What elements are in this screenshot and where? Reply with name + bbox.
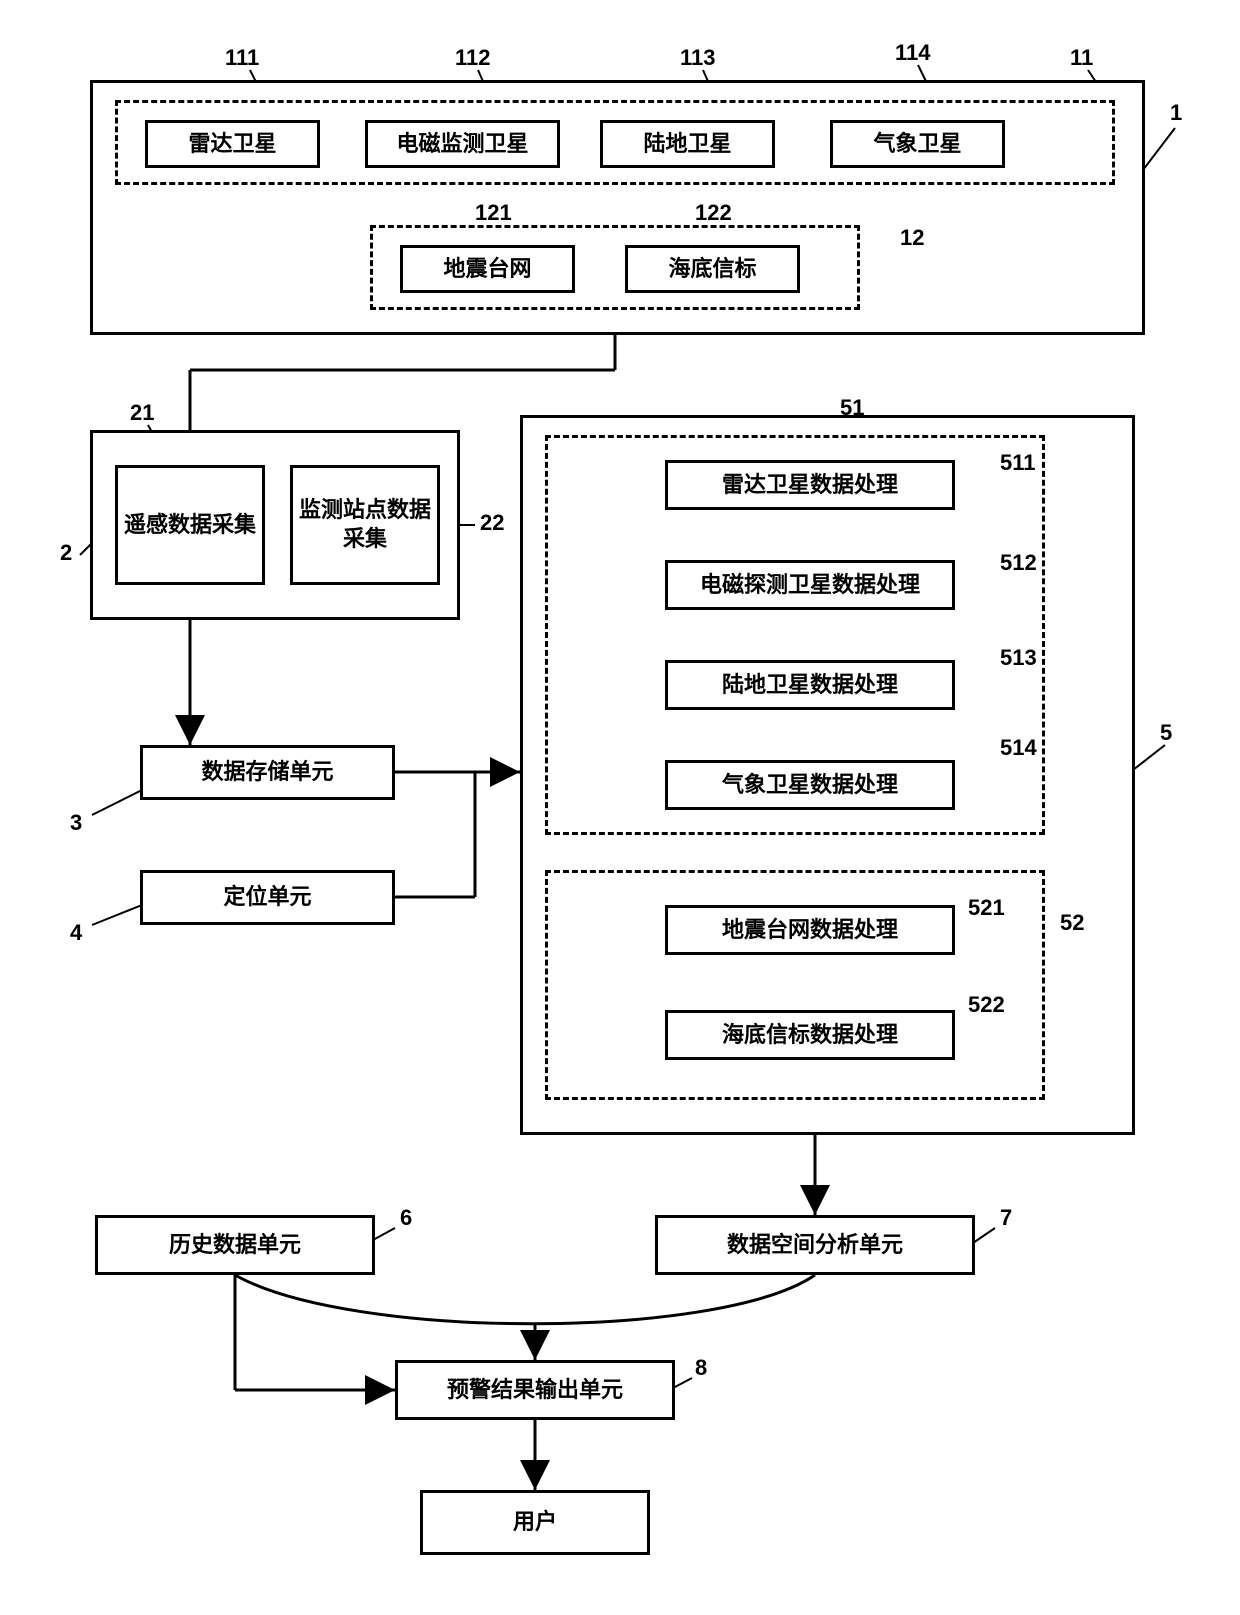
node-remote-sensing-collect: 遥感数据采集 xyxy=(115,465,265,585)
node-radar-proc: 雷达卫星数据处理 xyxy=(665,460,955,510)
ref-114: 114 xyxy=(895,40,931,66)
node-label: 电磁监测卫星 xyxy=(396,130,528,159)
ref-7: 7 xyxy=(1000,1205,1012,1231)
node-label: 数据空间分析单元 xyxy=(727,1231,903,1260)
node-user: 用户 xyxy=(420,1490,650,1555)
node-station-data-collect: 监测站点数据采集 xyxy=(290,465,440,585)
node-label: 雷达卫星 xyxy=(188,130,276,159)
node-seismic-proc: 地震台网数据处理 xyxy=(665,905,955,955)
node-warning-output: 预警结果输出单元 xyxy=(395,1360,675,1420)
ref-111: 111 xyxy=(225,45,259,71)
node-weather-proc: 气象卫星数据处理 xyxy=(665,760,955,810)
ref-3: 3 xyxy=(70,810,82,836)
node-em-satellite: 电磁监测卫星 xyxy=(365,120,560,168)
node-label: 海底信标 xyxy=(668,255,756,284)
ref-113: 113 xyxy=(680,45,716,71)
ref-8: 8 xyxy=(695,1355,707,1381)
node-label: 气象卫星数据处理 xyxy=(722,771,898,800)
node-radar-satellite: 雷达卫星 xyxy=(145,120,320,168)
node-em-proc: 电磁探测卫星数据处理 xyxy=(665,560,955,610)
ref-5: 5 xyxy=(1160,720,1172,746)
node-seabed-proc: 海底信标数据处理 xyxy=(665,1010,955,1060)
node-label: 陆地卫星 xyxy=(643,130,731,159)
ref-121: 121 xyxy=(475,200,512,226)
ref-22: 22 xyxy=(480,510,504,536)
diagram-canvas: 雷达卫星 电磁监测卫星 陆地卫星 气象卫星 地震台网 海底信标 遥感数据采集 监… xyxy=(0,0,1240,1615)
node-label: 用户 xyxy=(513,1508,557,1537)
node-label: 历史数据单元 xyxy=(169,1231,301,1260)
node-land-proc: 陆地卫星数据处理 xyxy=(665,660,955,710)
node-label: 预警结果输出单元 xyxy=(447,1376,623,1405)
node-label: 陆地卫星数据处理 xyxy=(722,671,898,700)
ref-512: 512 xyxy=(1000,550,1037,576)
ref-4: 4 xyxy=(70,920,82,946)
ref-12: 12 xyxy=(900,225,924,251)
ref-521: 521 xyxy=(968,895,1005,921)
node-label: 定位单元 xyxy=(223,883,311,912)
node-label: 气象卫星 xyxy=(873,130,961,159)
ref-52: 52 xyxy=(1060,910,1084,936)
node-history-data: 历史数据单元 xyxy=(95,1215,375,1275)
ref-11: 11 xyxy=(1070,45,1093,71)
node-label: 数据存储单元 xyxy=(201,758,333,787)
node-seismic-network: 地震台网 xyxy=(400,245,575,293)
node-positioning: 定位单元 xyxy=(140,870,395,925)
node-land-satellite: 陆地卫星 xyxy=(600,120,775,168)
ref-514: 514 xyxy=(1000,735,1037,761)
ref-522: 522 xyxy=(968,992,1005,1018)
node-spatial-analysis: 数据空间分析单元 xyxy=(655,1215,975,1275)
ref-112: 112 xyxy=(455,45,491,71)
node-label: 海底信标数据处理 xyxy=(722,1021,898,1050)
node-label: 雷达卫星数据处理 xyxy=(722,471,898,500)
ref-2: 2 xyxy=(60,540,72,566)
ref-51: 51 xyxy=(840,395,864,421)
node-weather-satellite: 气象卫星 xyxy=(830,120,1005,168)
node-label: 地震台网数据处理 xyxy=(722,916,898,945)
node-label: 电磁探测卫星数据处理 xyxy=(700,571,920,600)
node-label: 地震台网 xyxy=(443,255,531,284)
node-label: 遥感数据采集 xyxy=(124,511,256,540)
node-data-storage: 数据存储单元 xyxy=(140,745,395,800)
ref-1: 1 xyxy=(1170,100,1182,126)
node-seabed-beacon: 海底信标 xyxy=(625,245,800,293)
ref-6: 6 xyxy=(400,1205,412,1231)
ref-21: 21 xyxy=(130,400,154,426)
ref-122: 122 xyxy=(695,200,732,226)
node-label: 监测站点数据采集 xyxy=(297,496,433,553)
ref-513: 513 xyxy=(1000,645,1037,671)
ref-511: 511 xyxy=(1000,450,1036,476)
